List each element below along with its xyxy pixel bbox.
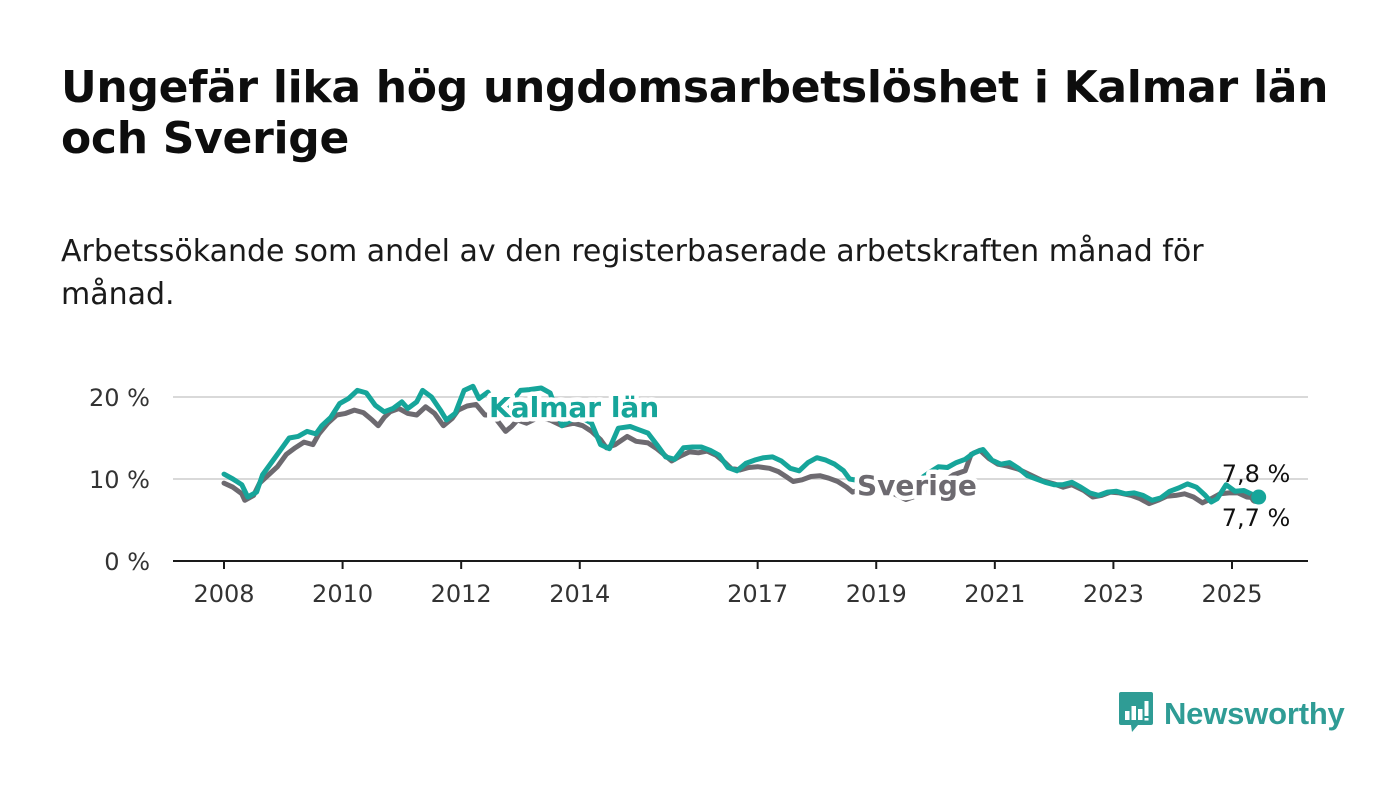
series-end-point-kalmar-lan bbox=[1251, 489, 1267, 505]
end-label-sverige: 7,7 % bbox=[1222, 504, 1291, 532]
newsworthy-logo: Newsworthy bbox=[1118, 690, 1345, 738]
x-tick-label: 2017 bbox=[727, 580, 788, 608]
series-label-sverige: Sverige bbox=[857, 469, 977, 502]
series-line-sverige bbox=[221, 401, 1259, 507]
y-tick-label: 10 % bbox=[89, 466, 150, 494]
line-chart: 0 % 10 % 20 % 2008 2010 2012 2014 2017 2019 2021 2… bbox=[89, 383, 1308, 608]
y-tick-label: 0 % bbox=[104, 548, 150, 576]
brand-name: Newsworthy bbox=[1164, 696, 1345, 731]
x-tick-label: 2012 bbox=[431, 580, 492, 608]
y-tick-label: 20 % bbox=[89, 384, 150, 412]
x-tick-label: 2021 bbox=[964, 580, 1025, 608]
x-tick-label: 2025 bbox=[1201, 580, 1262, 608]
x-tick-label: 2008 bbox=[193, 580, 254, 608]
series-label-kalmar-lan: Kalmar län bbox=[489, 391, 659, 424]
x-tick-label: 2019 bbox=[846, 580, 907, 608]
x-tick-label: 2023 bbox=[1083, 580, 1144, 608]
x-tick-label: 2010 bbox=[312, 580, 373, 608]
end-label-kalmar-lan: 7,8 % bbox=[1222, 460, 1291, 488]
chart-subtitle: Arbetssökande som andel av den registerb… bbox=[61, 234, 1204, 312]
series-line-kalmar-lan bbox=[221, 383, 1262, 505]
x-tick-label: 2014 bbox=[549, 580, 610, 608]
bar-chart-speech-bubble-icon bbox=[1118, 690, 1154, 738]
chart-title: Ungefär lika hög ungdomsarbetslöshet i K… bbox=[61, 62, 1329, 164]
